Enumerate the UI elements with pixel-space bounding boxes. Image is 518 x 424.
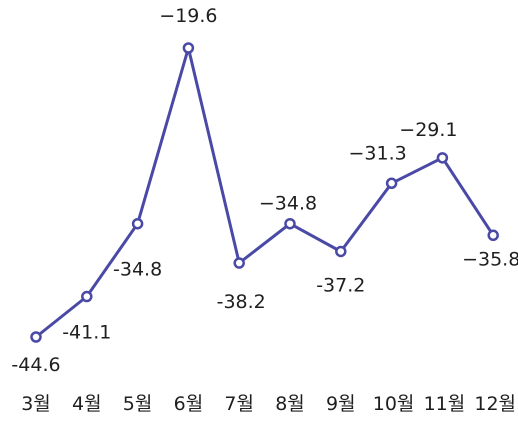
x-tick-label-5월: 5월: [123, 393, 153, 415]
data-label-6월: −19.6: [159, 5, 217, 27]
x-tick-label-7월: 7월: [224, 393, 254, 415]
data-label-9월: -37.2: [316, 274, 365, 296]
data-point-9월: [335, 245, 347, 258]
x-tick-label-4월: 4월: [72, 393, 102, 415]
data-label-7월: -38.2: [217, 291, 266, 313]
data-point-4월: [81, 290, 93, 303]
data-label-12월: −35.8: [462, 248, 518, 270]
x-tick-label-3월: 3월: [21, 393, 51, 415]
x-tick-label-11월: 11월: [424, 393, 466, 415]
data-label-11월: −29.1: [399, 119, 457, 141]
data-label-5월: -34.8: [113, 259, 162, 281]
x-tick-label-8월: 8월: [275, 393, 305, 415]
data-label-4월: -41.1: [62, 322, 111, 344]
x-axis-tick-labels: 3월 4월 5월 6월 7월 8월 9월 10월 11월 12월: [21, 393, 516, 415]
data-point-layer: [30, 42, 499, 343]
data-point-5월: [131, 217, 144, 230]
data-point-7월: [233, 257, 245, 269]
data-label-layer: -44.6-41.1 -34.8 −19.6 -38.2 −34.8 -37.2 −31.3…: [11, 5, 518, 376]
data-point-10월: [385, 177, 398, 190]
data-point-12월: [487, 229, 499, 242]
x-tick-label-10월: 10월: [373, 393, 415, 415]
data-point-3월: [30, 331, 42, 343]
data-point-8월: [284, 217, 296, 230]
data-point-6월: [182, 42, 195, 54]
x-tick-label-12월: 12월: [474, 393, 516, 415]
x-tick-label-6월: 6월: [174, 393, 204, 415]
data-point-11월: [436, 152, 449, 164]
series-line: [35, 46, 495, 339]
data-label-8월: −34.8: [259, 193, 317, 215]
data-label-3월: -44.6: [11, 354, 60, 376]
series-line-layer: [35, 46, 495, 339]
data-label-10월: −31.3: [348, 142, 406, 164]
x-tick-label-9월: 9월: [326, 393, 356, 415]
